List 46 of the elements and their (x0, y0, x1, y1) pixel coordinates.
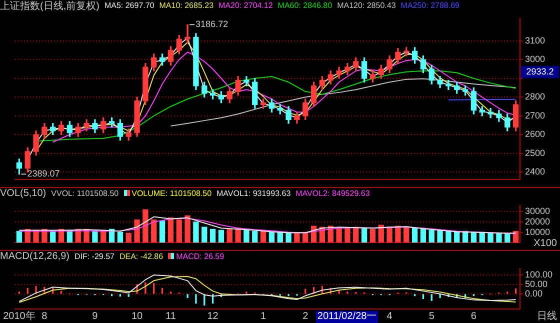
text: MA20: 2704.12 (218, 1, 273, 10)
y-tick-label: 2700 (525, 110, 546, 120)
x-tick-label: 9 (92, 310, 98, 322)
y-tick-label: 50.00 (525, 278, 548, 289)
y-tick-label: 2400 (525, 166, 546, 177)
text: MA120: 2850.43 (337, 1, 396, 10)
chart-title: 上证指数(日线,前复权) (0, 0, 100, 12)
x-tick-label: 11 (166, 310, 176, 322)
y-tick-label: 3100 (525, 35, 546, 46)
y-tick-label: 0.00 (525, 288, 543, 298)
x-tick-label: 2 (302, 310, 309, 322)
text: MAVOL2: 849529.63 (296, 188, 370, 198)
y-tick-label: 100.00 (525, 269, 553, 280)
text: X100 (532, 238, 558, 250)
chart-title: MACD(12,26,9) (0, 250, 70, 262)
legend-label: MACD: 26.59 (176, 252, 224, 260)
x-tick-label: 5 (428, 310, 435, 322)
text: DEA: -42.86 (119, 252, 164, 260)
text: MA60: 2846.80 (278, 1, 332, 10)
text: 日线 (536, 311, 558, 323)
annotation: 2933.2 (526, 66, 554, 77)
text: MAVOL1: 931993.63 (216, 188, 291, 198)
x-tick-label: 6 (470, 310, 477, 322)
x-tick-label: 12 (207, 310, 219, 322)
chart-title: VOL(5,10) (0, 188, 46, 198)
y-tick-label: 30000 (525, 206, 550, 216)
y-tick-label: 2600 (525, 129, 546, 140)
y-tick-label: 2500 (525, 148, 546, 158)
annotation: 2389.07 (27, 168, 60, 179)
y-tick-label: 20000 (525, 216, 550, 226)
x-tick-label: 1 (260, 310, 267, 322)
text: MA250: 2788.69 (400, 1, 460, 10)
x-tick-label: 2010年 (3, 310, 36, 322)
x-tick-label: 10 (131, 310, 144, 322)
text: DIF: -29.57 (74, 252, 114, 260)
text: 2011/02/28一 (316, 311, 378, 323)
legend-label: VOLUME: 1101508.50 (132, 188, 212, 198)
text: MA5: 2697.70 (104, 1, 154, 10)
text: MA10: 2685.23 (159, 1, 214, 10)
y-tick-label: 2800 (525, 92, 546, 102)
y-tick-label: 10000 (525, 226, 550, 237)
x-tick-label: 4 (386, 310, 393, 322)
annotation: 3186.72 (196, 19, 228, 30)
chart-subtitle: VVOL: 1101508.50 (51, 188, 119, 198)
y-tick-label: 3000 (525, 54, 546, 64)
x-tick-label: 8 (42, 310, 48, 322)
